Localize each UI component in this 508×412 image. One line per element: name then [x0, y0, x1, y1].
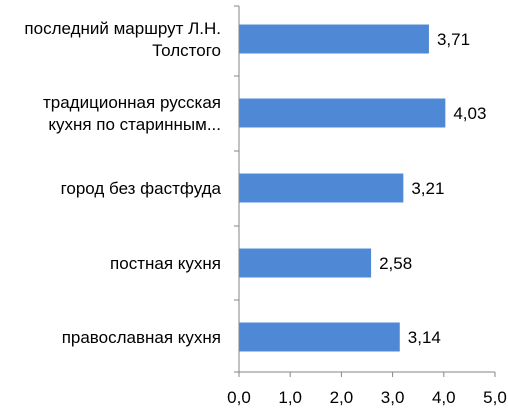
- bar: [239, 322, 400, 352]
- bar: [239, 173, 404, 203]
- data-label: 2,58: [379, 254, 412, 273]
- data-label: 3,14: [408, 328, 441, 347]
- category-label: православная кухня: [62, 328, 221, 347]
- x-tick-label: 5,0: [483, 388, 507, 407]
- bar: [239, 98, 446, 128]
- x-tick-label: 4,0: [432, 388, 456, 407]
- category-label: традиционная русская: [43, 93, 221, 112]
- x-tick-label: 3,0: [381, 388, 405, 407]
- bar: [239, 24, 429, 54]
- x-tick-label: 2,0: [330, 388, 354, 407]
- category-label: последний маршрут Л.Н.: [24, 19, 221, 38]
- category-label: постная кухня: [110, 254, 221, 273]
- x-tick-label: 0,0: [227, 388, 251, 407]
- data-label: 3,21: [411, 179, 444, 198]
- category-label: Толстого: [152, 41, 221, 60]
- category-label: кухня по старинным...: [48, 115, 221, 134]
- category-label: город без фастфуда: [61, 179, 222, 198]
- data-label: 3,71: [437, 30, 470, 49]
- x-tick-label: 1,0: [278, 388, 302, 407]
- data-label: 4,03: [453, 104, 486, 123]
- bar: [239, 248, 372, 278]
